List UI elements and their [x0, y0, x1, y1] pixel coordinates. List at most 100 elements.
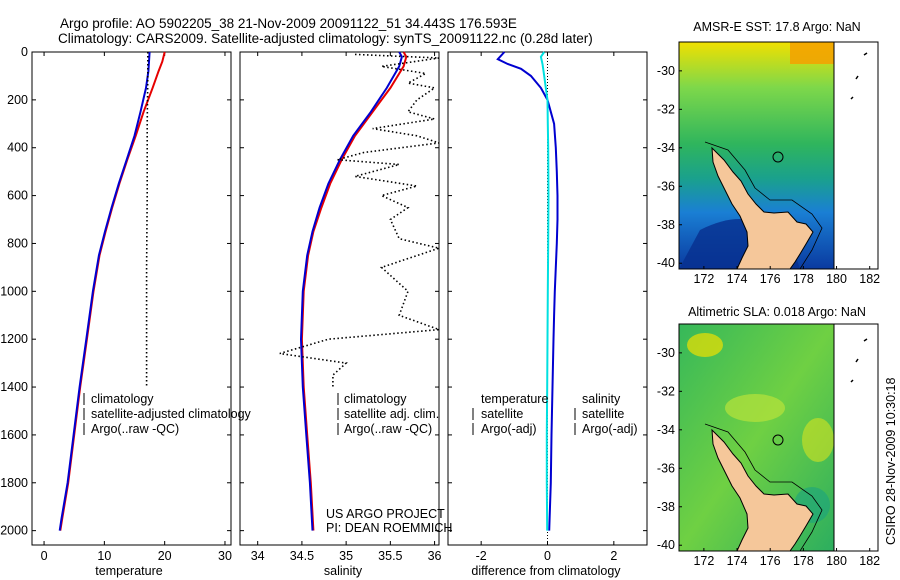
figure-subtitle: Climatology: CARS2009. Satellite-adjuste…	[58, 31, 593, 46]
sla-high-patch	[802, 418, 834, 462]
y-tick-label: 400	[7, 141, 28, 155]
difference-legend: temperature salinity satellite Argo(-adj…	[472, 392, 638, 436]
x-tick-label: 2	[610, 549, 617, 563]
legend-label: Argo(-adj)	[481, 422, 537, 436]
x-tick-label: 35	[339, 549, 353, 563]
map-y-tick-label: -40	[657, 256, 675, 270]
sst-map-ticks: 172 174 176 178 180 182 -30 -32 -34 -36 -38 -40	[657, 64, 880, 286]
salinity-xlabel: salinity	[324, 564, 363, 578]
salinity-axes-frame	[239, 51, 440, 546]
map-x-tick-label: 182	[859, 554, 880, 568]
legend-label: climatology	[344, 392, 407, 406]
series-climatology	[59, 51, 166, 531]
sla-isobath	[704, 423, 823, 551]
legend-label: Argo(-adj)	[582, 422, 638, 436]
y-tick-label: 1400	[0, 380, 28, 394]
y-tick-label: 600	[7, 189, 28, 203]
sst-float-marker	[772, 151, 784, 163]
kermadec-islands	[850, 338, 868, 383]
map-x-tick-label: 178	[793, 272, 814, 286]
x-tick-label: 35.5	[378, 549, 402, 563]
x-tick-label: 34.5	[290, 549, 314, 563]
salinity-x-axis: 34 34.5 35 35.5 36	[251, 52, 442, 563]
credit-project: US ARGO PROJECT	[326, 507, 445, 521]
x-tick-label: -2	[476, 549, 487, 563]
map-x-tick-label: 172	[693, 554, 714, 568]
legend-title-salinity: salinity	[582, 392, 621, 406]
y-tick-label: 1600	[0, 428, 28, 442]
y-tick-label: 2000	[0, 524, 28, 538]
sla-high-patch	[725, 394, 785, 422]
x-tick-label: 10	[97, 549, 111, 563]
x-tick-label: 20	[158, 549, 172, 563]
x-tick-label: 34	[251, 549, 265, 563]
series-salinity-satellite	[539, 51, 550, 531]
y-tick-label: 800	[7, 236, 28, 250]
y-tick-label: 1200	[0, 332, 28, 346]
map-x-tick-label: 176	[760, 272, 781, 286]
map-x-tick-label: 182	[859, 272, 880, 286]
y-tick-label: 1800	[0, 476, 28, 490]
sla-map-frame-right	[833, 323, 879, 552]
map-x-tick-label: 174	[727, 554, 748, 568]
kermadec-islands	[850, 52, 868, 100]
salinity-legend: climatology satellite adj. clim. Argo(..…	[337, 392, 439, 436]
map-x-tick-label: 172	[693, 272, 714, 286]
temperature-axes-frame	[31, 51, 232, 546]
sla-float-marker	[772, 434, 784, 446]
x-tick-label: 36	[428, 549, 442, 563]
difference-panel: -2 0 2 difference from climatology tempera…	[447, 51, 648, 578]
map-y-tick-label: -30	[657, 64, 675, 78]
sst-map-title: AMSR-E SST: 17.8 Argo: NaN	[693, 20, 860, 34]
x-tick-label: 30	[218, 549, 232, 563]
map-y-tick-label: -30	[657, 346, 675, 360]
salinity-depth-ticks	[240, 51, 439, 532]
series-climatology	[300, 51, 408, 531]
temperature-lines	[58, 51, 166, 531]
temperature-x-axis: 0 10 20 30	[41, 52, 232, 563]
temperature-xlabel: temperature	[95, 564, 162, 578]
map-y-tick-label: -32	[657, 384, 675, 398]
series-satellite-adj-clim-	[299, 51, 403, 531]
y-tick-label: 1000	[0, 284, 28, 298]
map-y-tick-label: -34	[657, 423, 675, 437]
legend-label: satellite adj. clim.	[344, 407, 439, 421]
sla-map-ticks: 172 174 176 178 180 182 -30 -32 -34 -36 -38 -40	[657, 346, 880, 568]
sst-isobath	[704, 141, 823, 269]
map-x-tick-label: 180	[826, 554, 847, 568]
map-y-tick-label: -38	[657, 500, 675, 514]
map-x-tick-label: 178	[793, 554, 814, 568]
sla-high-patch	[687, 333, 723, 357]
depth-axis: 0 200 400 600 800 1000 1200 1400 1600 1800 2000	[0, 45, 231, 538]
sst-coastline	[711, 146, 814, 269]
timestamp-label: CSIRO 28-Nov-2009 10:30:18	[884, 377, 898, 545]
map-y-tick-label: -34	[657, 141, 675, 155]
map-y-tick-label: -38	[657, 218, 675, 232]
sla-map-panel: Altimetric SLA: 0.018 Argo: NaN 172 174 17…	[657, 305, 880, 568]
difference-lines	[496, 51, 559, 545]
x-tick-label: 0	[41, 549, 48, 563]
map-x-tick-label: 180	[826, 272, 847, 286]
temperature-legend: climatology satellite-adjusted climatolo…	[83, 392, 252, 436]
legend-label: satellite-adjusted climatology	[91, 407, 252, 421]
legend-label: Argo(..raw -QC)	[91, 422, 179, 436]
map-x-tick-label: 174	[727, 272, 748, 286]
series-temperature-satellite	[496, 51, 559, 531]
salinity-lines	[279, 51, 442, 531]
map-y-tick-label: -32	[657, 102, 675, 116]
legend-label: satellite	[481, 407, 523, 421]
y-tick-label: 200	[7, 93, 28, 107]
sst-map-frame-right	[833, 41, 879, 270]
series-satellite-adjusted-climatology	[58, 51, 151, 531]
map-y-tick-label: -36	[657, 461, 675, 475]
sla-coastline	[711, 428, 814, 551]
sst-map-panel: AMSR-E SST: 17.8 Argo: NaN 172 174 176 178 1…	[657, 20, 880, 286]
temperature-panel: 0 200 400 600 800 1000 1200 1400 1600 1800 2000 0 1…	[0, 45, 251, 578]
legend-label: climatology	[91, 392, 154, 406]
sla-map-title: Altimetric SLA: 0.018 Argo: NaN	[688, 305, 866, 319]
difference-xlabel: difference from climatology	[471, 564, 621, 578]
credit-pi: PI: DEAN ROEMMICH	[326, 521, 452, 535]
figure-title: Argo profile: AO 5902205_38 21-Nov-2009 …	[60, 16, 517, 31]
map-x-tick-label: 176	[760, 554, 781, 568]
